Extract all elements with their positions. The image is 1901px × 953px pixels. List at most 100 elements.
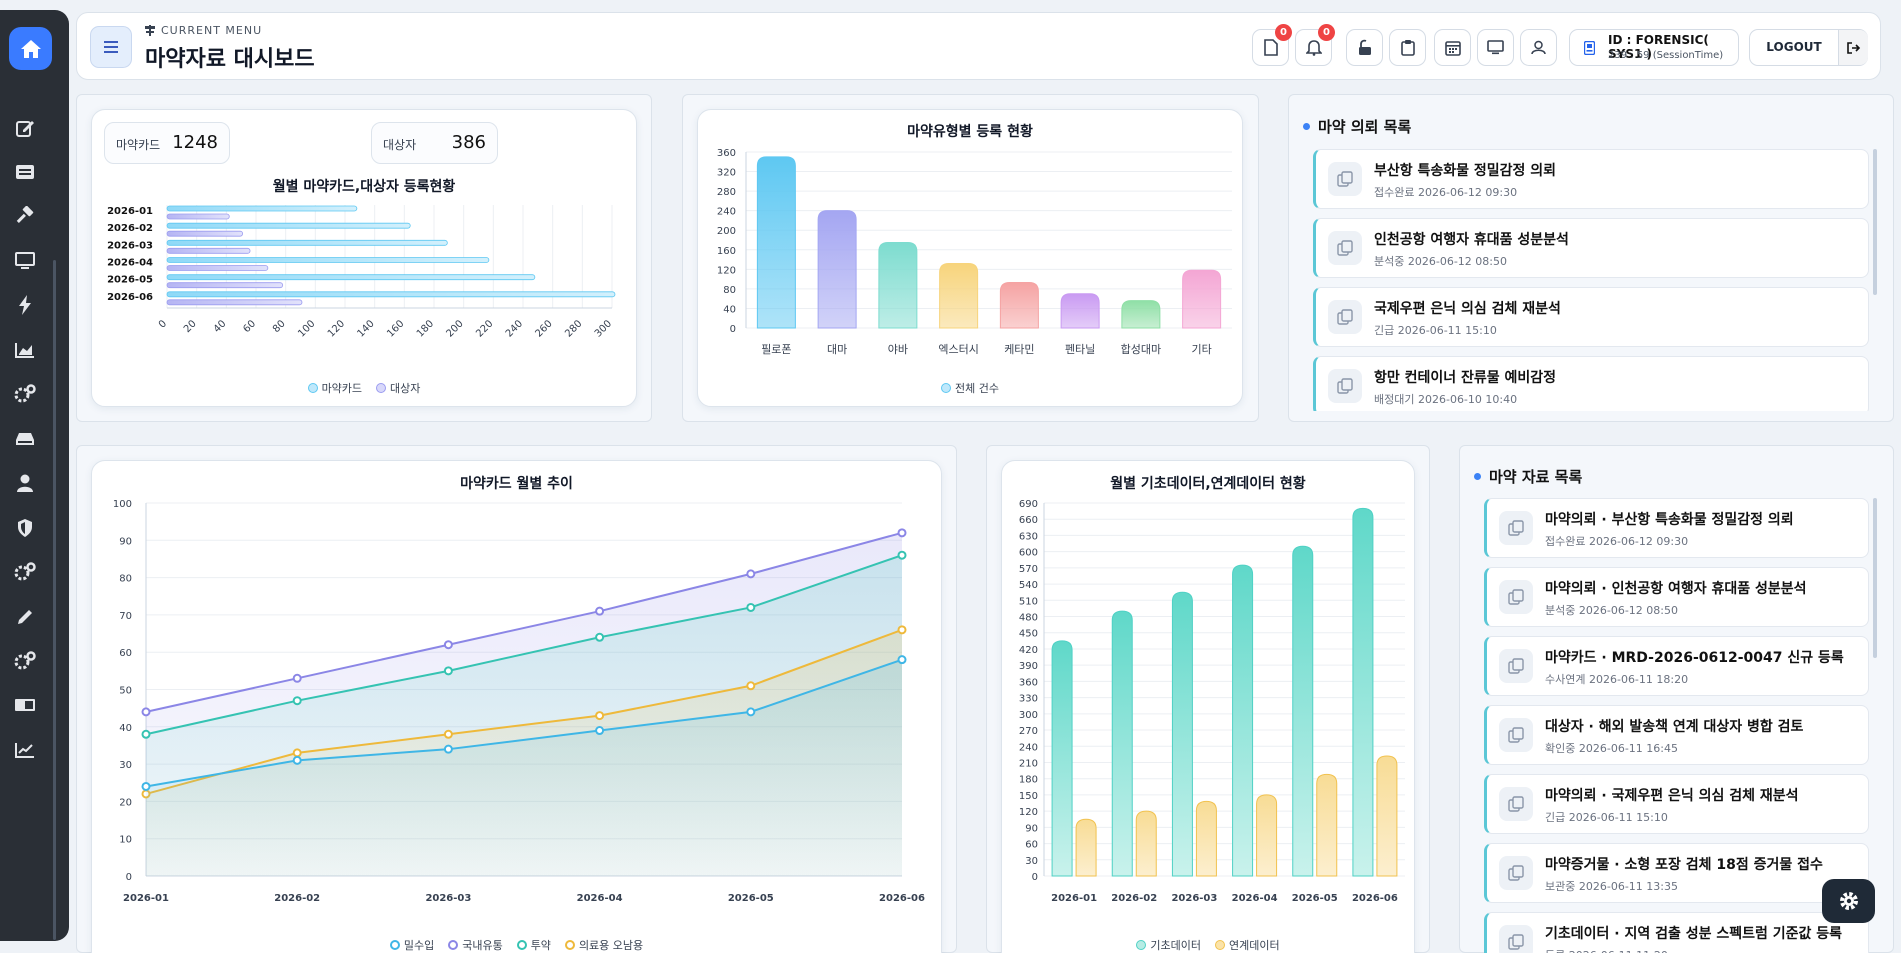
document-button[interactable]: 0 <box>1252 24 1292 66</box>
chart3-legend: 밀수입 국내유통 투약 의료용 오남용 <box>92 937 941 953</box>
data-point <box>595 726 605 736</box>
calendar-button[interactable] <box>1434 29 1471 66</box>
bar-drug-type <box>817 210 857 329</box>
list-item[interactable]: 항만 컨테이너 잔류물 예비감정 배정대기 2026-06-10 10:40 <box>1313 356 1869 411</box>
list-item[interactable]: 마약카드 · MRD-2026-0612-0047 신규 등록 수사연계 202… <box>1484 636 1869 696</box>
copy-icon <box>1499 718 1533 752</box>
data-point <box>897 655 907 665</box>
legend-item-base[interactable]: 기초데이터 <box>1136 937 1201 953</box>
gears-icon[interactable] <box>14 383 36 405</box>
shield-icon[interactable] <box>14 517 36 539</box>
data-list-title: 마약 자료 목록 <box>1474 466 1582 487</box>
edit-icon[interactable] <box>14 117 36 139</box>
request-list-scrollbar[interactable] <box>1873 149 1877 295</box>
chart-base-linked: 0 30 60 90 120 150 180 210 240 270 300 330 360 390 420… <box>1019 499 1405 904</box>
data-point <box>746 681 756 691</box>
list-item[interactable]: 마약의뢰 · 인천공항 여행자 휴대품 성분분석 분석중 2026-06-12 … <box>1484 567 1869 627</box>
data-list-scrollbar[interactable] <box>1873 498 1877 658</box>
y-tick-label: 60 <box>1025 840 1038 851</box>
chart-monthly-trend: 0 10 20 30 40 50 60 70 80 90 100 2026-01 2026-02 2026… <box>113 499 925 904</box>
hammer-icon[interactable] <box>14 205 36 227</box>
y-tick-label: 60 <box>119 648 132 659</box>
legend-label-linked: 연계데이터 <box>1229 939 1280 952</box>
top-bar: CURRENT MENU 마약자료 대시보드 0 0 ID : FORENSIC… <box>76 12 1881 80</box>
y-tick-label: 570 <box>1019 564 1038 575</box>
x-tick-label: 120 <box>326 318 347 339</box>
data-point <box>141 781 151 791</box>
list-icon[interactable] <box>14 161 36 183</box>
bar-drug-type <box>1060 293 1100 329</box>
legend-item-domestic[interactable]: 국내유통 <box>448 937 503 953</box>
x-tick-label: 40 <box>212 318 229 335</box>
legend-item-total[interactable]: 전체 건수 <box>941 380 999 396</box>
y-tick-label: 30 <box>119 760 132 771</box>
list-item[interactable]: 대상자 · 해외 발송책 연계 대상자 병합 검토 확인중 2026-06-11… <box>1484 705 1869 765</box>
legend-item-medical-misuse[interactable]: 의료용 오남용 <box>564 937 643 953</box>
x-tick-label: 2026-05 <box>1292 893 1338 904</box>
list-item[interactable]: 마약의뢰 · 국제우편 은닉 의심 검체 재분석 긴급 2026-06-11 1… <box>1484 774 1869 834</box>
home-icon <box>20 39 41 58</box>
series-line <box>145 628 903 795</box>
data-point <box>746 569 756 579</box>
bar-linked <box>1195 800 1217 877</box>
list-item[interactable]: 마약의뢰 · 부산항 특송화물 정밀감정 의뢰 접수완료 2026-06-12 … <box>1484 498 1869 558</box>
home-button[interactable] <box>9 27 52 70</box>
legend-label-total: 전체 건수 <box>955 382 999 395</box>
copy-icon <box>1328 369 1362 403</box>
bolt-icon[interactable] <box>14 294 36 316</box>
series-line <box>145 531 903 713</box>
monitor-button[interactable] <box>1477 29 1514 66</box>
current-menu-label: CURRENT MENU <box>145 24 262 37</box>
notification-button[interactable]: 0 <box>1295 24 1335 66</box>
legend-item-smuggling[interactable]: 밀수입 <box>389 937 435 953</box>
y-tick-label: 240 <box>1019 742 1038 753</box>
y-tick-label: 0 <box>126 872 132 883</box>
list-item[interactable]: 마약증거물 · 소형 포장 검체 18점 증거물 접수 보관중 2026-06-… <box>1484 843 1869 903</box>
gears-icon[interactable] <box>14 650 36 672</box>
monitor-icon[interactable] <box>14 250 36 272</box>
data-point <box>443 729 453 739</box>
gears-icon[interactable] <box>14 561 36 583</box>
sidebar-scrollbar[interactable] <box>53 260 56 940</box>
data-point <box>443 640 453 650</box>
list-item[interactable]: 기초데이터 · 지역 검출 성분 스펙트럼 기준값 등록 등록 2026-06-… <box>1484 912 1869 953</box>
y-tick-label: 300 <box>1019 710 1038 721</box>
current-menu-text: CURRENT MENU <box>161 24 263 37</box>
settings-button[interactable] <box>1822 879 1875 923</box>
unlock-button[interactable] <box>1346 29 1383 66</box>
request-list: 부산항 특송화물 정밀감정 의뢰 접수완료 2026-06-12 09:30 인… <box>1313 149 1869 411</box>
legend-item-card[interactable]: 마약카드 <box>307 380 362 396</box>
logout-button[interactable]: LOGOUT <box>1749 29 1868 66</box>
user-button[interactable] <box>1520 29 1557 66</box>
legend-item-subject[interactable]: 대상자 <box>376 380 420 396</box>
legend-item-dosing[interactable]: 투약 <box>516 937 551 953</box>
clipboard-icon <box>1400 40 1415 56</box>
bell-icon <box>1305 40 1322 56</box>
drive-icon[interactable] <box>14 428 36 450</box>
legend-item-linked[interactable]: 연계데이터 <box>1215 937 1280 953</box>
legend-label-smuggling: 밀수입 <box>403 939 435 952</box>
menu-toggle-button[interactable] <box>90 26 132 68</box>
pen-icon[interactable] <box>14 606 36 628</box>
page-title: 마약자료 대시보드 <box>145 47 315 72</box>
x-tick-label: 20 <box>182 318 199 335</box>
y-tick-label: 690 <box>1019 499 1038 510</box>
list-item-title: 마약의뢰 · 인천공항 여행자 휴대품 성분분석 <box>1545 581 1807 597</box>
data-point <box>141 707 151 717</box>
list-item[interactable]: 인천공항 여행자 휴대품 성분분석 분석중 2026-06-12 08:50 <box>1313 218 1869 278</box>
y-tick-label: 240 <box>717 207 736 218</box>
chart-icon[interactable] <box>14 339 36 361</box>
list-item[interactable]: 국제우편 은닉 의심 검체 재분석 긴급 2026-06-11 15:10 <box>1313 287 1869 347</box>
chart2-legend: 전체 건수 <box>698 380 1242 396</box>
request-list-title-text: 마약 의뢰 목록 <box>1318 118 1412 136</box>
bar-card <box>166 222 411 229</box>
trend-icon[interactable] <box>14 739 36 761</box>
translate-icon[interactable] <box>14 694 36 716</box>
user-icon[interactable] <box>14 472 36 494</box>
list-item[interactable]: 부산항 특송화물 정밀감정 의뢰 접수완료 2026-06-12 09:30 <box>1313 149 1869 209</box>
clipboard-button[interactable] <box>1389 29 1426 66</box>
bar-subject <box>166 282 284 289</box>
bar-base <box>1111 610 1133 877</box>
sidebar <box>0 10 69 941</box>
bar-base <box>1292 545 1314 877</box>
